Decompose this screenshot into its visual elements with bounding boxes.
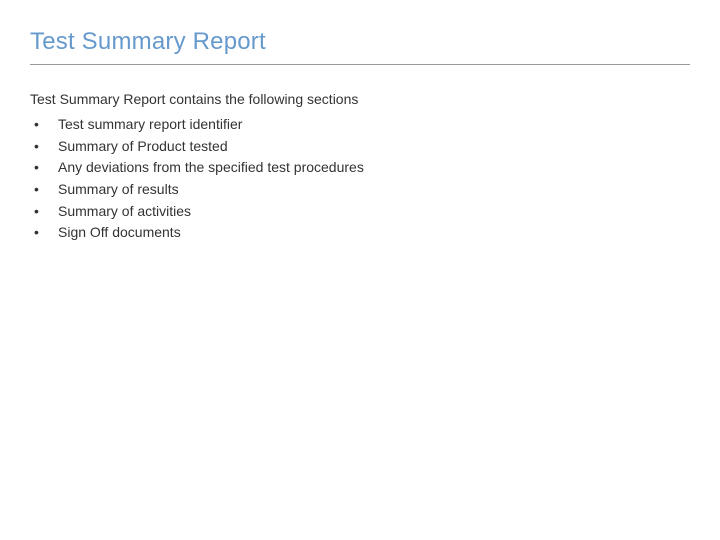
bullet-text: Summary of results — [58, 179, 690, 201]
bullet-icon: • — [34, 222, 58, 244]
bullet-icon: • — [34, 157, 58, 179]
bullet-icon: • — [34, 114, 58, 136]
bullet-text: Test summary report identifier — [58, 114, 690, 136]
list-item: • Test summary report identifier — [34, 114, 690, 136]
bullet-icon: • — [34, 136, 58, 158]
list-item: • Summary of Product tested — [34, 136, 690, 158]
bullet-list: • Test summary report identifier • Summa… — [30, 114, 690, 244]
bullet-icon: • — [34, 201, 58, 223]
bullet-text: Summary of activities — [58, 201, 690, 223]
list-item: • Summary of results — [34, 179, 690, 201]
list-item: • Sign Off documents — [34, 222, 690, 244]
slide-title: Test Summary Report — [30, 28, 690, 65]
list-item: • Summary of activities — [34, 201, 690, 223]
bullet-text: Any deviations from the specified test p… — [58, 157, 690, 179]
list-item: • Any deviations from the specified test… — [34, 157, 690, 179]
intro-paragraph: Test Summary Report contains the followi… — [30, 89, 690, 110]
bullet-icon: • — [34, 179, 58, 201]
bullet-text: Sign Off documents — [58, 222, 690, 244]
bullet-text: Summary of Product tested — [58, 136, 690, 158]
